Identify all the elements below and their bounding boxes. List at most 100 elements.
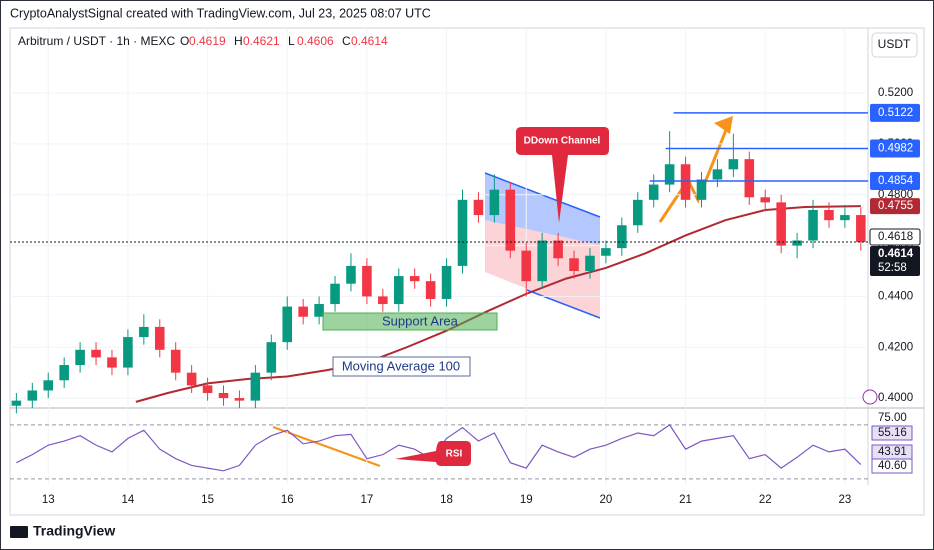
candle-body (425, 281, 436, 299)
level-label: 0.4982 (878, 143, 913, 155)
ma-badge-label: 0.4755 (878, 200, 913, 212)
level-badge (870, 172, 920, 191)
callout (395, 441, 471, 466)
candle-body (186, 372, 197, 386)
x-tick-label: 19 (520, 494, 533, 506)
x-tick-label: 18 (440, 494, 453, 506)
ohlc-value: 0.4619 (189, 34, 226, 48)
candle-body (632, 199, 643, 226)
arrow-head (714, 116, 733, 134)
candle-body (505, 189, 516, 251)
candle-body (11, 400, 22, 406)
rsi-readout: 40.60 (878, 460, 907, 472)
candle-body (409, 276, 420, 282)
ohlc-key: L (288, 34, 295, 48)
chart-panel (9, 27, 925, 516)
currency-button-label[interactable]: USDT (878, 37, 911, 51)
candle-body (123, 337, 133, 368)
candle-body (537, 240, 547, 282)
rsi-readout: 43.91 (878, 446, 907, 458)
support-area (322, 312, 498, 331)
y-tick-label: 0.4800 (878, 189, 913, 201)
y-tick-label: 0.4000 (878, 392, 913, 404)
candle-body (473, 199, 484, 216)
candle-body (744, 159, 755, 198)
x-tick-label: 20 (600, 494, 613, 506)
price-badge (870, 246, 920, 277)
candle-body (43, 380, 54, 391)
rsi-readout-bg (871, 458, 913, 474)
countdown: 52:58 (878, 262, 907, 274)
y-tick-label: 0.4400 (878, 290, 913, 302)
candle-body (680, 164, 691, 200)
candle-body (648, 184, 659, 200)
x-tick-label: 22 (759, 494, 772, 506)
ohlc-key: O (180, 34, 189, 48)
credit: CryptoAnalystSignal created with Trading… (10, 6, 431, 20)
candle-body (282, 306, 293, 343)
candle-body (393, 276, 404, 305)
candle-body (218, 393, 229, 399)
callout (516, 127, 609, 223)
y-tick-label: 0.5200 (878, 87, 913, 99)
candle-body (840, 215, 850, 221)
candle-body (378, 296, 388, 305)
candle-body (792, 240, 802, 246)
x-tick-label: 23 (838, 494, 851, 506)
level-label: 0.4854 (878, 175, 914, 187)
marker (862, 389, 878, 405)
x-tick-label: 14 (122, 494, 135, 506)
candle-body (664, 164, 675, 185)
channel-line (526, 289, 601, 319)
ohlc-value: 0.4621 (243, 34, 280, 48)
candle-body (154, 326, 165, 350)
annotation: Moving Average 100 (342, 358, 460, 373)
candle-body (202, 385, 213, 394)
candle-body (346, 265, 356, 284)
candle-body (569, 258, 579, 271)
candle-body (234, 398, 245, 401)
candle-body (824, 209, 834, 221)
ohlc-key: H (234, 34, 243, 48)
x-tick-label: 13 (42, 494, 55, 506)
brand: TradingView (33, 523, 115, 539)
candle-body (250, 372, 261, 401)
ma-label-box (332, 356, 471, 377)
candle-body (521, 250, 532, 282)
currency-button[interactable] (871, 32, 918, 58)
level-label: 0.5122 (878, 107, 913, 119)
rsi-readout: 55.16 (878, 427, 907, 439)
candle-body (712, 169, 723, 180)
candle-body (91, 349, 101, 358)
candle-body (75, 349, 85, 366)
x-tick-label: 21 (679, 494, 692, 506)
candle-body (553, 240, 563, 259)
candle-body (585, 255, 595, 271)
candle-body (298, 306, 308, 317)
level-badge (870, 103, 920, 122)
candle-body (856, 215, 866, 243)
candle-body (808, 209, 818, 241)
candle-body (27, 390, 38, 401)
y-tick-label: 0.4200 (878, 341, 913, 353)
candle-body (760, 197, 771, 203)
x-tick-label: 17 (361, 494, 374, 506)
candle-body (266, 342, 277, 373)
candle-body (314, 304, 324, 317)
candle-body (139, 326, 149, 338)
x-tick-label: 16 (281, 494, 294, 506)
projection-arrow (658, 119, 732, 223)
ohlc-value: 0.4614 (351, 34, 388, 48)
symbol-title: Arbitrum / USDT · 1h · MEXC (18, 34, 175, 48)
candle-body (696, 179, 707, 200)
logo (10, 526, 28, 538)
annotation: RSI (446, 449, 463, 460)
candle-body (601, 248, 611, 256)
rsi-tick-label: 75.00 (878, 412, 907, 424)
candle-body (362, 265, 372, 297)
candle-body (59, 365, 69, 381)
ma-badge (870, 198, 920, 215)
annotation: DDown Channel (524, 136, 601, 147)
price-badge (869, 228, 921, 246)
